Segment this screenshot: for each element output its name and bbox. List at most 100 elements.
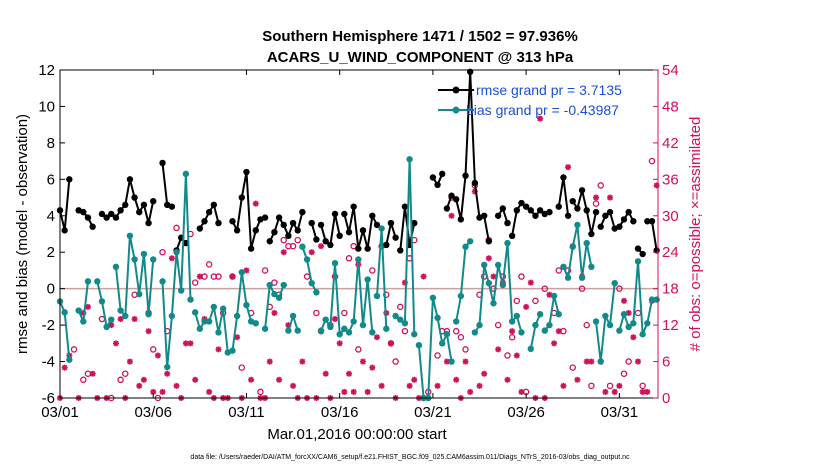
bias-point xyxy=(527,345,534,352)
rmse-point xyxy=(434,181,441,188)
rmse-point xyxy=(555,203,562,210)
obs-possible-marker xyxy=(639,382,646,390)
obs-assimilated-marker xyxy=(248,376,255,383)
bias-point xyxy=(122,312,129,320)
obs-assimilated-marker xyxy=(453,376,460,383)
x-tick-label: 03/26 xyxy=(507,404,545,421)
obs-assimilated-stroke xyxy=(555,328,562,334)
obs-assimilated-marker xyxy=(481,370,488,377)
bias-point xyxy=(336,331,343,338)
rmse-point xyxy=(238,194,245,201)
obs-assimilated-stroke xyxy=(318,243,324,249)
bias-point xyxy=(271,290,278,298)
bias-point xyxy=(630,320,637,327)
bias-line xyxy=(544,295,560,332)
bias-point xyxy=(150,256,157,263)
bias-point xyxy=(555,310,562,318)
obs-assimilated-marker xyxy=(243,267,250,274)
rmse-point xyxy=(299,208,306,216)
bias-point xyxy=(261,325,269,332)
rmse-line xyxy=(618,211,635,228)
rmse-point xyxy=(457,216,465,223)
bias-point xyxy=(61,309,68,316)
rmse-point xyxy=(341,210,348,218)
obs-assimilated-marker xyxy=(126,358,133,365)
obs-assimilated-marker xyxy=(378,382,385,389)
rmse-point xyxy=(369,212,376,219)
bias-point xyxy=(108,316,115,323)
bias-point xyxy=(383,325,390,332)
obs-assimilated-stroke xyxy=(523,304,529,310)
y2-tick-label: 36 xyxy=(662,171,679,188)
obs-assimilated-marker xyxy=(346,370,352,377)
obs-assimilated-marker xyxy=(434,382,441,389)
obs-assimilated-marker xyxy=(411,376,418,383)
obs-possible-marker xyxy=(345,255,353,262)
obs-assimilated-stroke xyxy=(481,370,487,377)
x-tick-label: 03/01 xyxy=(41,404,79,421)
bias-point xyxy=(341,325,348,332)
bias-point xyxy=(653,296,660,303)
bias-point xyxy=(303,256,311,263)
obs-possible-marker xyxy=(397,303,404,311)
bias-point xyxy=(215,329,222,336)
obs-assimilated-marker xyxy=(140,376,147,383)
obs-assimilated-stroke xyxy=(85,304,91,310)
obs-possible-marker xyxy=(532,297,539,305)
rmse-point xyxy=(350,203,357,210)
obs-assimilated-stroke xyxy=(560,383,567,389)
rmse-point xyxy=(597,223,604,230)
obs-assimilated-stroke xyxy=(346,370,352,377)
obs-assimilated-stroke xyxy=(378,383,385,389)
rmse-point xyxy=(308,219,315,227)
rmse-point xyxy=(233,227,241,234)
rmse-point xyxy=(98,210,106,218)
obs-assimilated-marker xyxy=(299,358,306,365)
obs-possible-marker xyxy=(555,267,563,274)
bias-point xyxy=(266,281,273,289)
y-tick-label: 10 xyxy=(38,98,55,115)
obs-assimilated-stroke xyxy=(206,389,212,395)
obs-assimilated-marker xyxy=(318,243,325,250)
obs-assimilated-marker xyxy=(336,340,343,347)
obs-possible-marker xyxy=(289,242,297,250)
obs-assimilated-stroke xyxy=(234,334,240,341)
bias-point xyxy=(243,301,250,309)
obs-assimilated-stroke xyxy=(113,340,119,347)
obs-possible-marker xyxy=(149,346,157,353)
bias-point xyxy=(541,327,548,334)
obs-assimilated-stroke xyxy=(639,389,646,395)
bias-point xyxy=(485,280,493,287)
bias-point xyxy=(80,318,87,325)
rmse-point xyxy=(508,232,516,240)
rmse-point xyxy=(574,205,581,212)
obs-assimilated-marker xyxy=(84,303,91,310)
obs-possible-marker xyxy=(518,273,525,280)
obs-assimilated-marker xyxy=(117,316,124,323)
bias-point xyxy=(439,340,446,347)
obs-assimilated-stroke xyxy=(169,255,175,262)
bias-point xyxy=(103,323,110,331)
bias-point xyxy=(457,292,465,300)
obs-assimilated-stroke xyxy=(266,358,273,365)
bias-point xyxy=(606,321,614,329)
bias-point xyxy=(299,243,306,250)
rmse-point xyxy=(359,227,367,234)
rmse-point xyxy=(620,216,628,223)
bias-point xyxy=(583,239,590,247)
bias-point xyxy=(131,256,138,263)
obs-assimilated-stroke xyxy=(145,328,152,334)
obs-possible-marker xyxy=(616,285,623,292)
obs-assimilated-marker xyxy=(565,164,572,171)
y2-tick-label: 48 xyxy=(662,98,679,115)
rmse-point xyxy=(518,199,525,207)
bias-point xyxy=(210,303,218,311)
obs-assimilated-marker xyxy=(420,273,427,280)
series-lines xyxy=(56,68,660,402)
rmse-point xyxy=(313,236,320,243)
obs-assimilated-marker xyxy=(229,273,236,280)
rmse-point xyxy=(322,238,329,245)
bias-point xyxy=(578,274,586,281)
obs-assimilated-marker xyxy=(61,364,68,371)
